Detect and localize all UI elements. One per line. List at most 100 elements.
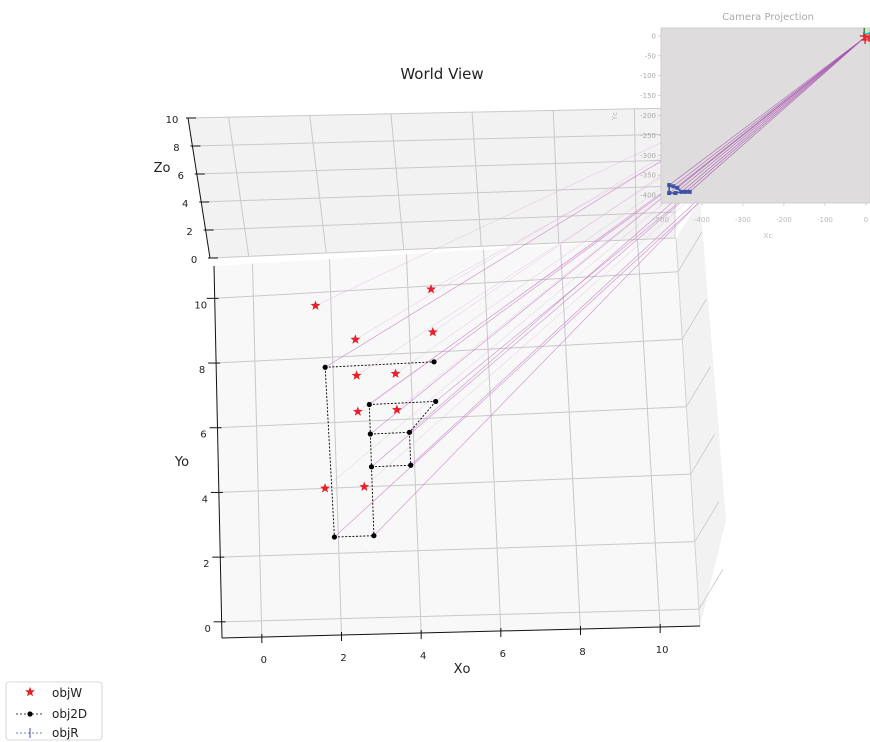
legend-frame <box>5 681 103 741</box>
inset-ray <box>685 37 865 193</box>
x-tick-label: 10 <box>656 645 669 656</box>
z-axis-label: Zo <box>154 161 171 176</box>
obj2D-segment <box>324 367 335 538</box>
z-tick-label: 8 <box>173 143 179 154</box>
inset-x-tick-label: -100 <box>817 216 833 224</box>
camera-projection: Camera Projection 0 -50 -100 -150 -200 -250 -3… <box>611 12 870 240</box>
z-tick-label: 10 <box>166 115 179 126</box>
obj2D-segment <box>371 466 375 536</box>
x-tick-label: 2 <box>340 653 346 664</box>
objW-point <box>426 284 437 294</box>
inset-y-tick-label: -300 <box>640 152 656 160</box>
z-tick-label: 4 <box>182 199 188 210</box>
inset-y-tick-label: -350 <box>640 172 656 180</box>
legend-objW-star-marker <box>25 686 35 697</box>
objW-point <box>359 481 370 492</box>
obj2D-segment <box>369 434 372 467</box>
legend-objW-label: objW <box>52 686 82 700</box>
inset-x-tick-label: -500 <box>653 216 669 224</box>
obj2D-point <box>406 429 413 435</box>
obj2D-point <box>368 464 375 470</box>
inset-x-tick-label: 0 <box>864 216 868 224</box>
objW-point <box>427 326 438 337</box>
floor-gridline-x <box>406 254 422 634</box>
objW-point <box>350 334 361 344</box>
objW-point <box>320 483 330 493</box>
y-tick-label: 0 <box>204 624 210 635</box>
camera-axis-cyan <box>864 32 870 36</box>
objR-point <box>667 183 672 188</box>
obj2D-segment <box>409 432 412 466</box>
obj2D-segment <box>371 464 411 468</box>
floor-gridline-x <box>483 249 502 632</box>
y-axis-line <box>213 265 223 639</box>
wall-gridline-z <box>187 107 676 119</box>
world-title: World View <box>400 65 483 83</box>
y-tick-label: 6 <box>200 430 206 441</box>
floor-gridline-y <box>217 406 687 429</box>
floor-gridline-x <box>637 240 661 628</box>
obj2D-point <box>331 534 338 540</box>
x-axis-line <box>221 625 701 639</box>
side-gridline <box>686 366 711 407</box>
obj2D-point <box>433 398 439 405</box>
floor-gridline-x <box>252 263 263 638</box>
objW-point <box>352 406 363 416</box>
wall-gridline-z <box>192 133 676 147</box>
wall-gridline-x <box>471 112 482 247</box>
inset-ray <box>669 37 865 186</box>
z-tick-label: 0 <box>191 255 197 266</box>
inset-ray <box>669 37 865 194</box>
inset-y-tick-label: 0 <box>652 32 656 40</box>
wall-gridline-x <box>552 110 560 244</box>
camera-axis-red <box>863 33 870 40</box>
obj2D-point <box>366 401 372 408</box>
obj2D-segment <box>369 400 436 405</box>
side-gridline <box>681 299 707 340</box>
world-side-pane <box>676 200 726 626</box>
objW-point <box>310 300 321 310</box>
z-tick-label: 2 <box>186 227 192 238</box>
x-tick-label: 4 <box>420 651 426 662</box>
legend-item-obj2D: obj2D <box>16 707 87 721</box>
inset-x-label: Xc <box>764 232 773 240</box>
obj2D-point <box>367 431 373 437</box>
inset-rays <box>669 37 865 194</box>
floor-gridline-x <box>560 244 581 630</box>
objR-point <box>673 191 678 196</box>
world-axes <box>186 117 701 643</box>
floor-gridline-y <box>220 541 695 558</box>
objW-series <box>310 284 438 493</box>
side-gridline <box>698 568 724 610</box>
world-floor-pane <box>214 238 700 638</box>
world-tick-labels: 0 2 4 6 8 10 0 2 4 6 8 10 0 2 4 6 8 10 <box>166 115 669 666</box>
legend-objR-label: objR <box>52 726 79 740</box>
objR-point <box>671 184 676 189</box>
x-tick-label: 0 <box>261 655 267 666</box>
z-axis-line <box>187 117 211 259</box>
obj2D-segment <box>409 401 436 433</box>
obj2D-point <box>371 533 377 539</box>
x-tick-label: 6 <box>500 649 506 660</box>
wall-gridline-x <box>309 115 327 254</box>
world-grid <box>187 107 724 638</box>
inset-ray <box>689 37 865 193</box>
y-axis-label: Yo <box>174 455 189 470</box>
y-tick-label: 8 <box>199 365 205 376</box>
side-gridline <box>677 231 703 272</box>
wall-gridline-z <box>205 211 676 231</box>
legend-item-objR: objR <box>16 726 79 740</box>
legend-item-objW: objW <box>25 686 82 700</box>
wall-gridline-x <box>228 117 250 257</box>
objW-point <box>390 368 401 378</box>
objR-point <box>667 191 672 196</box>
floor-gridline-y <box>216 338 683 364</box>
floor-gridline-y <box>221 608 699 623</box>
y-tick-label: 10 <box>194 300 207 311</box>
inset-ray <box>675 37 865 194</box>
obj2D-point <box>408 462 414 468</box>
wall-gridline-z <box>196 159 676 175</box>
obj2D-segment <box>334 535 374 538</box>
objW-point <box>351 370 362 380</box>
